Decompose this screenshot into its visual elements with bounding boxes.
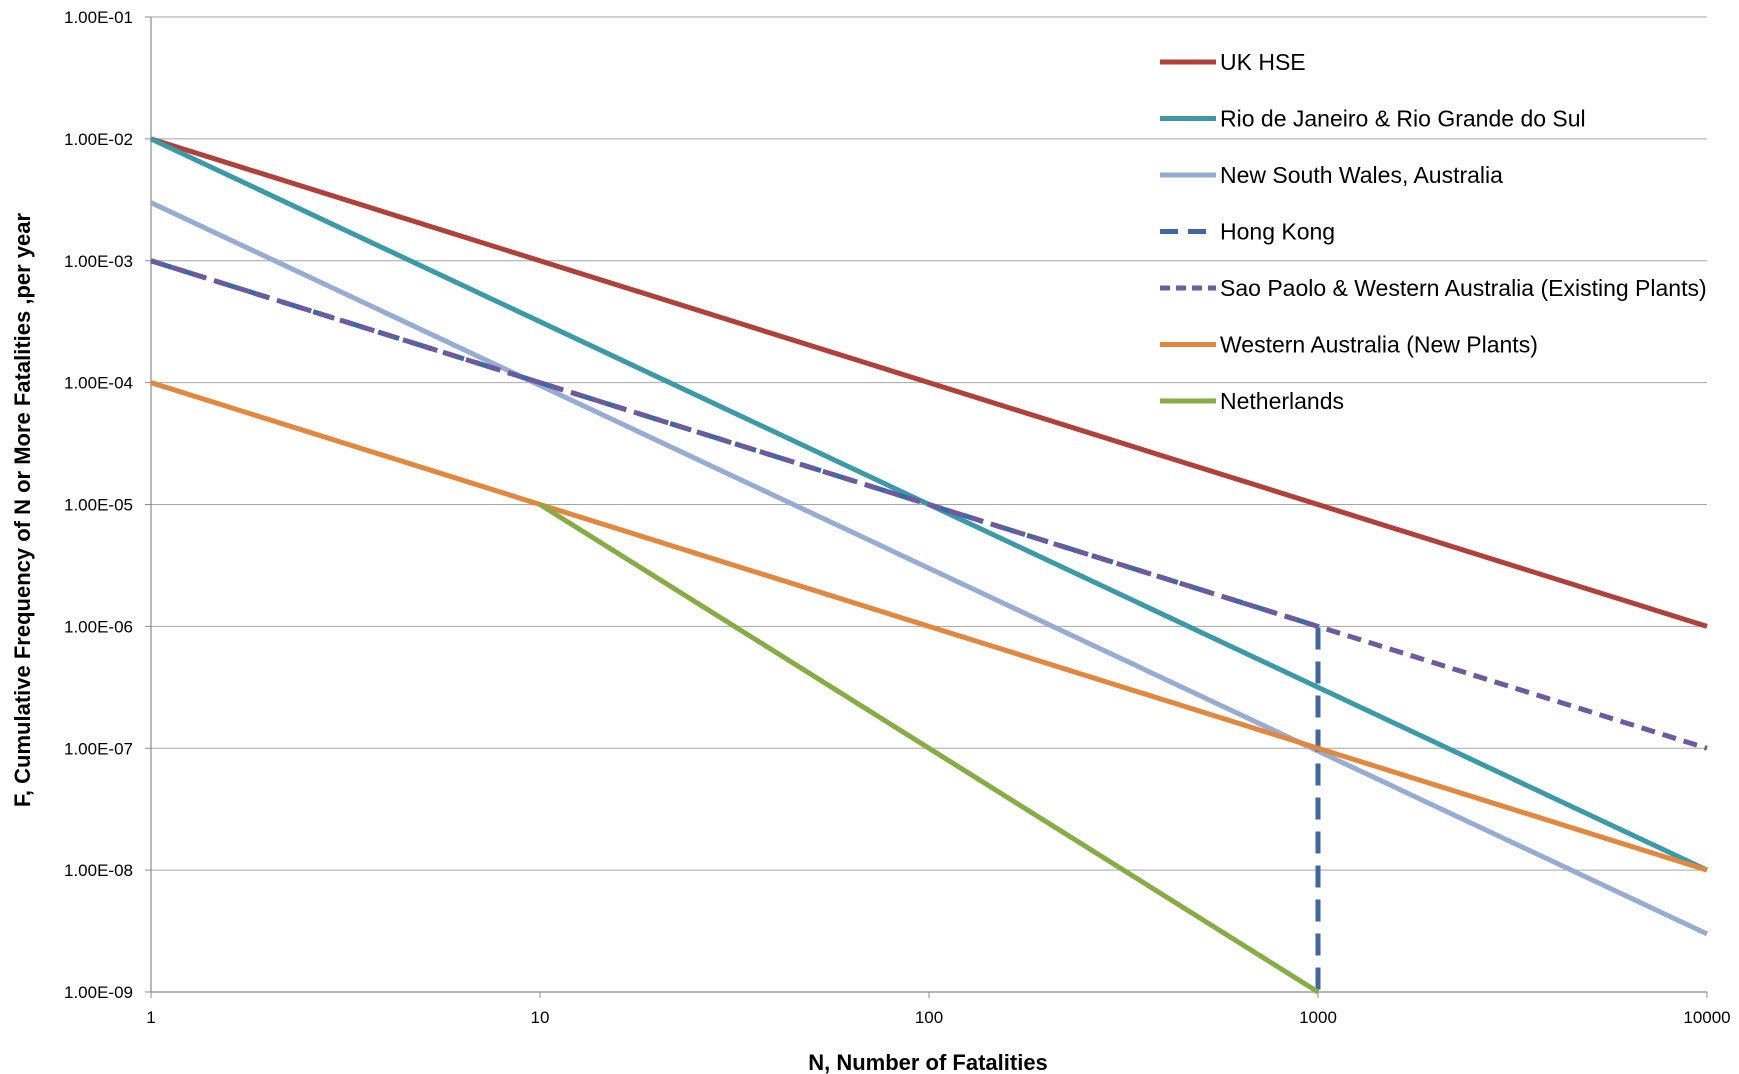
y-tick-label: 1.00E-04 [64, 374, 133, 393]
legend-label: Netherlands [1220, 388, 1344, 414]
legend: UK HSE Rio de Janeiro & Rio Grande do Sul… [1160, 49, 1707, 414]
series-line-western-australia-new-plants [150, 380, 1708, 873]
axis-layer: 1.00E-09 1.00E-08 1.00E-07 1.00E-06 1.00E-05… [64, 8, 1731, 1027]
x-tick-label: 1 [146, 1008, 155, 1027]
x-tick-label: 10000 [1683, 1008, 1730, 1027]
series-line-new-south-wales-australia [149, 200, 1709, 937]
y-tick-label: 1.00E-02 [64, 130, 133, 149]
x-axis-title: N, Number of Fatalities [808, 1050, 1048, 1074]
legend-label: New South Wales, Australia [1220, 162, 1503, 188]
legend-item-sao-paolo-western-australia-existing-plants: Sao Paolo & Western Australia (Existing … [1160, 275, 1707, 301]
y-tick-label: 1.00E-05 [64, 496, 133, 515]
legend-label: Western Australia (New Plants) [1220, 332, 1538, 358]
legend-item-netherlands: Netherlands [1160, 388, 1344, 414]
legend-label: Rio de Janeiro & Rio Grande do Sul [1220, 106, 1586, 132]
series-line-netherlands [538, 502, 1320, 995]
series-layer [149, 136, 1709, 995]
series-line-sao-paolo-western-australia-existing-plants [150, 258, 1708, 751]
legend-item-new-south-wales-australia: New South Wales, Australia [1160, 162, 1503, 188]
legend-item-rio-de-janeiro-rio-grande-do-sul: Rio de Janeiro & Rio Grande do Sul [1160, 106, 1586, 132]
y-tick-label: 1.00E-06 [64, 617, 133, 636]
y-tick-label: 1.00E-03 [64, 252, 133, 271]
legend-label: Hong Kong [1220, 219, 1335, 245]
series-line-uk-hse [150, 136, 1708, 629]
legend-item-western-australia-new-plants: Western Australia (New Plants) [1160, 332, 1538, 358]
x-tick-label: 1000 [1299, 1008, 1337, 1027]
y-axis-title: F, Cumulative Frequency of N or More Fat… [10, 212, 35, 807]
legend-item-uk-hse: UK HSE [1160, 49, 1306, 75]
legend-label: Sao Paolo & Western Australia (Existing … [1220, 275, 1707, 301]
y-tick-label: 1.00E-08 [64, 861, 133, 880]
y-tick-label: 1.00E-09 [64, 983, 133, 1002]
series-line-hong-kong [150, 258, 1321, 992]
x-tick-label: 100 [915, 1008, 943, 1027]
legend-item-hong-kong: Hong Kong [1160, 219, 1335, 245]
y-tick-label: 1.00E-07 [64, 739, 133, 758]
legend-label: UK HSE [1220, 49, 1306, 75]
y-tick-label: 1.00E-01 [64, 8, 133, 27]
x-tick-label: 10 [531, 1008, 550, 1027]
